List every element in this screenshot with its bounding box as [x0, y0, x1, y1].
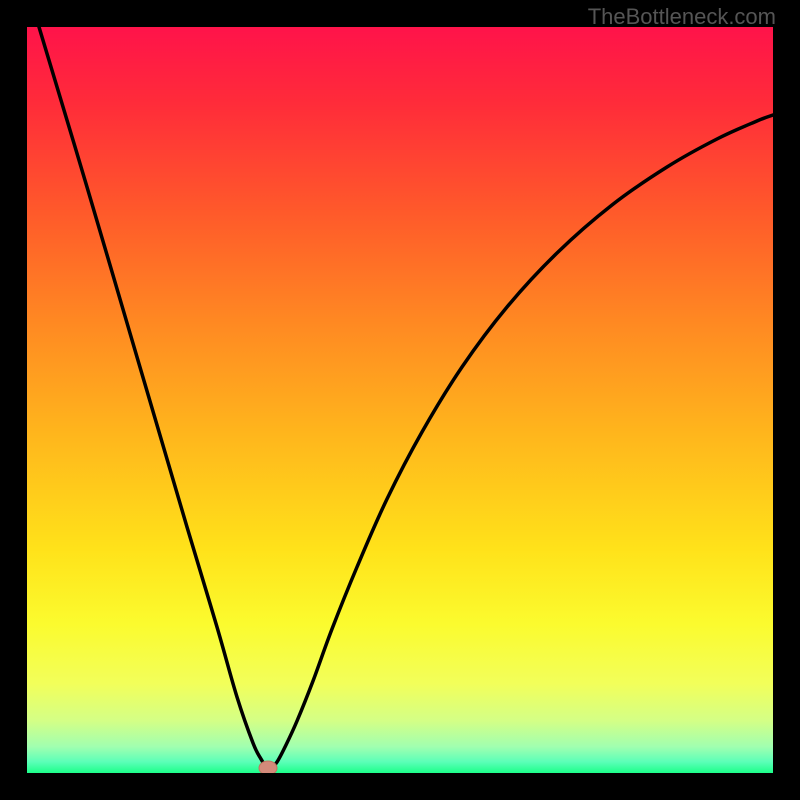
chart-container: TheBottleneck.com — [0, 0, 800, 800]
bottleneck-curve-layer — [27, 27, 773, 773]
bottleneck-curve — [39, 27, 773, 769]
watermark-label: TheBottleneck.com — [588, 4, 776, 29]
plot-area — [27, 27, 773, 773]
optimal-point-marker — [259, 761, 277, 773]
watermark-text: TheBottleneck.com — [588, 4, 776, 30]
